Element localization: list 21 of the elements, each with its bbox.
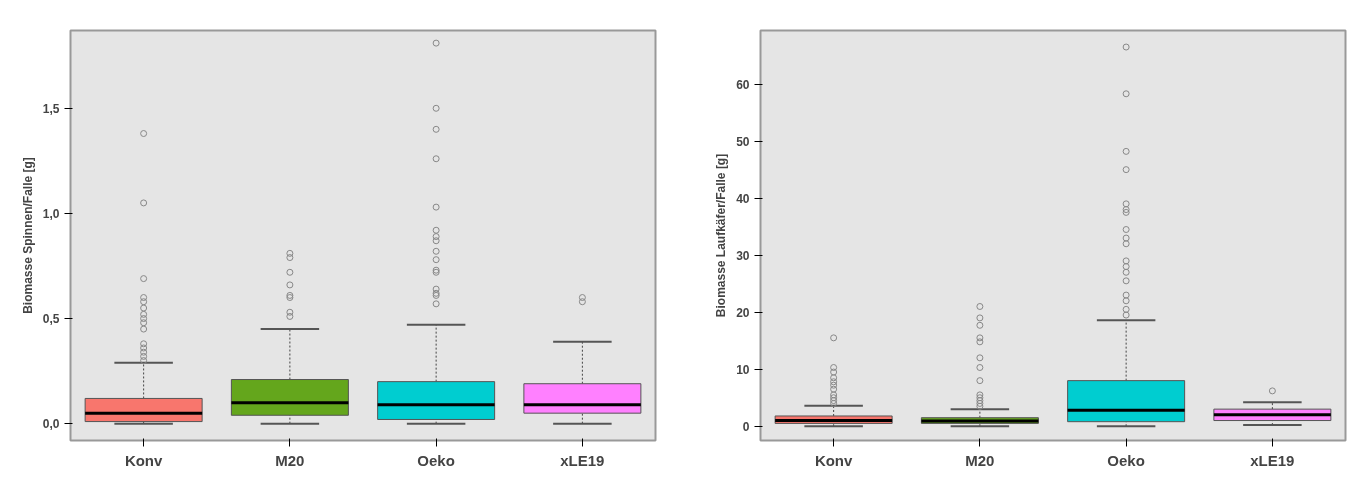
x-tick-label: xLE19 (1250, 451, 1295, 469)
y-tick-label: 0,0 (42, 417, 60, 432)
y-tick-label: 1,0 (42, 206, 60, 221)
y-tick-label: 10 (736, 362, 750, 377)
x-tick-label: Konv (814, 451, 854, 469)
y-tick-label: 0 (742, 419, 750, 434)
x-tick-label: Oeko (417, 451, 455, 469)
y-axis-title: Biomasse Spinnen/Falle [g] (20, 157, 35, 314)
x-tick-label: M20 (965, 451, 995, 469)
y-tick-label: 30 (736, 248, 750, 263)
x-tick-label: M20 (275, 451, 305, 469)
y-tick-label: 20 (736, 305, 750, 320)
y-tick-label: 40 (736, 191, 750, 206)
y-tick-label: 50 (736, 134, 750, 149)
x-tick-label: Konv (124, 451, 164, 469)
x-tick-label: Oeko (1107, 451, 1145, 469)
y-tick-label: 0,5 (42, 312, 60, 327)
y-tick-label: 1,5 (42, 101, 60, 116)
y-axis-title: Biomasse Laufkäfer/Falle [g] (714, 153, 729, 318)
x-tick-label: xLE19 (560, 451, 605, 469)
y-tick-label: 60 (736, 77, 750, 92)
